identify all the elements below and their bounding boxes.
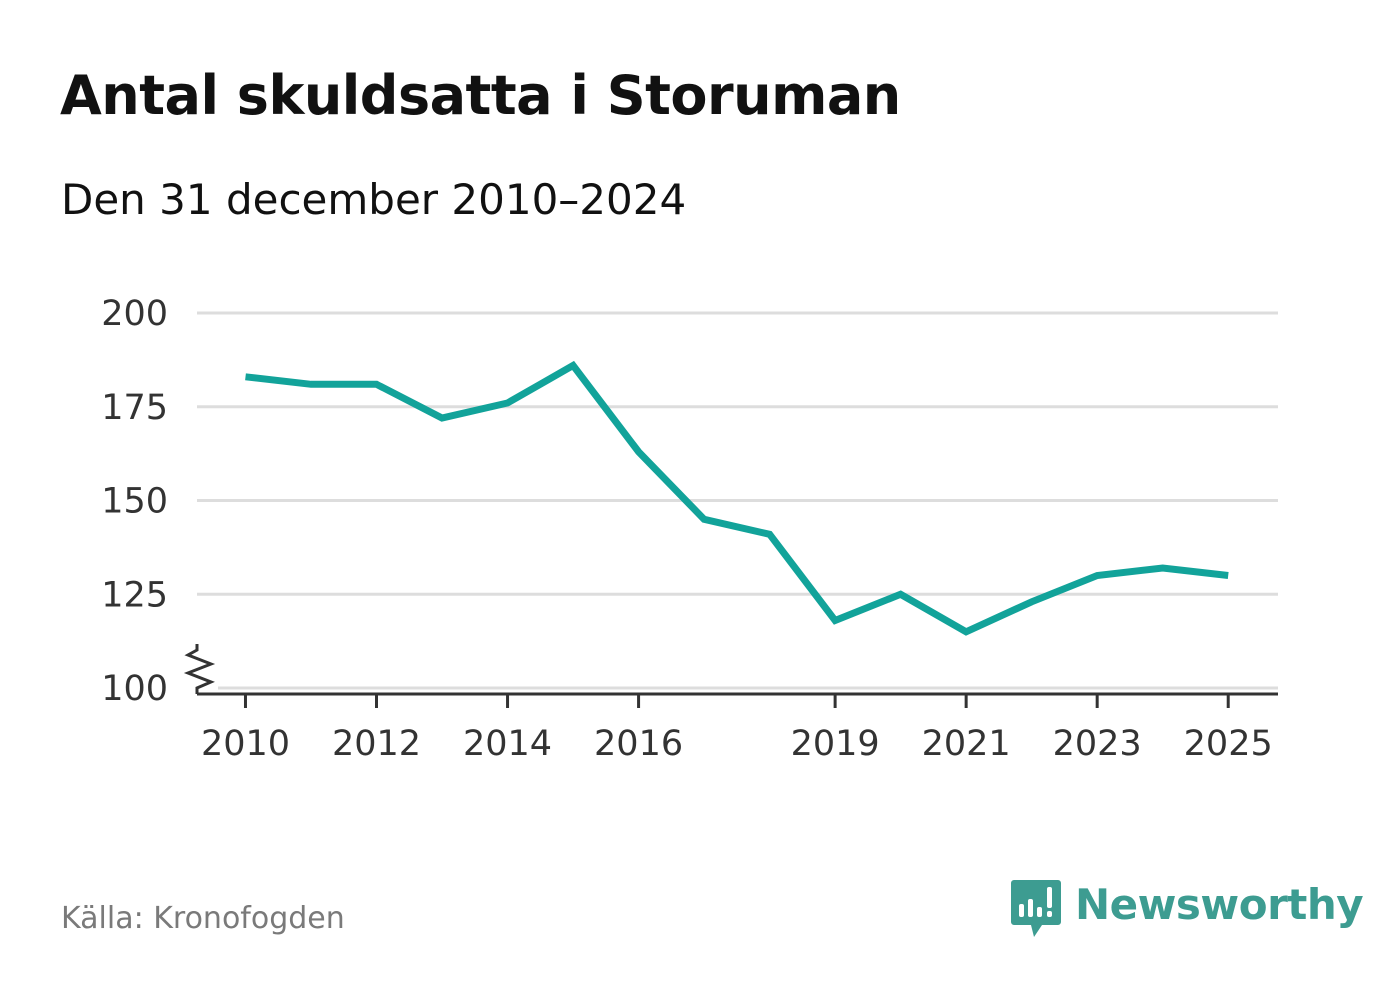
data-point-2013	[442, 418, 443, 419]
y-tick-label-150: 150	[101, 482, 168, 522]
data-point-2023	[1097, 575, 1098, 576]
gridlines	[197, 311, 1278, 690]
axis-break-zigzag	[183, 644, 216, 694]
data-point-2020	[900, 594, 901, 595]
data-point-2012	[376, 384, 377, 385]
data-point-2014	[507, 403, 508, 404]
y-axis-break	[183, 644, 216, 694]
x-tick-label-2025: 2025	[1184, 724, 1273, 764]
data-point-2010	[245, 376, 246, 377]
chart-subtitle: Den 31 december 2010–2024	[61, 175, 687, 224]
source-note: Källa: Kronofogden	[61, 901, 345, 936]
y-tick-label-175: 175	[101, 388, 168, 428]
y-tick-label-125: 125	[101, 575, 168, 615]
y-tick-label-200: 200	[101, 294, 168, 334]
data-point-2011	[310, 384, 311, 385]
data-point-2017	[704, 519, 705, 520]
data-point-2022	[1031, 601, 1032, 602]
x-tick-label-2014: 2014	[463, 724, 552, 764]
newsworthy-logo: Newsworthy	[1011, 878, 1364, 942]
x-tick-label-2016: 2016	[594, 724, 683, 764]
x-tick-labels: 2010 2012 2014 2016 2019 2021 2023 2025	[201, 724, 1273, 764]
bar-chart-speech-bubble-icon	[1011, 880, 1061, 937]
data-point-2018	[769, 534, 770, 535]
data-point-2021	[966, 631, 967, 632]
x-tick-label-2023: 2023	[1053, 724, 1142, 764]
data-point-2015	[573, 365, 574, 366]
series-line-0	[245, 360, 1229, 636]
x-tick-label-2012: 2012	[332, 724, 421, 764]
data-point-2025	[1228, 575, 1229, 576]
data-point-2019	[835, 620, 836, 621]
data-point-2016	[638, 451, 639, 452]
x-tick-label-2019: 2019	[791, 724, 880, 764]
brand-name: Newsworthy	[1075, 880, 1364, 929]
data-point-2024	[1162, 568, 1163, 569]
y-tick-labels: 100 125 150 175 200	[101, 294, 168, 709]
chart-title: Antal skuldsatta i Storuman	[60, 64, 901, 127]
series-layer	[245, 360, 1229, 636]
x-tick-label-2021: 2021	[922, 724, 1011, 764]
x-axis	[197, 692, 1278, 708]
x-tick-label-2010: 2010	[201, 724, 290, 764]
y-tick-label-100: 100	[101, 669, 168, 709]
